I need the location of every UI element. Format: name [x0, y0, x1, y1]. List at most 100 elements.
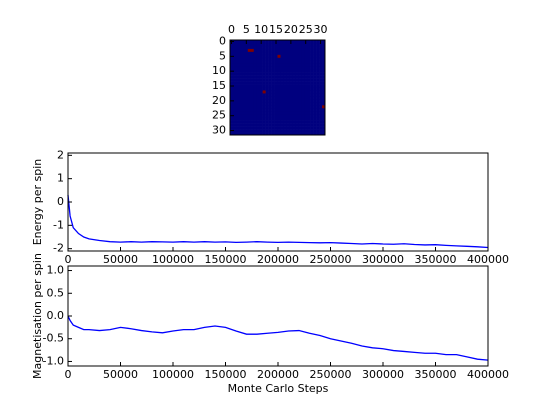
spin-cell	[262, 93, 266, 97]
spin-cell	[310, 51, 314, 56]
spin-cell	[283, 54, 287, 59]
spin-cell	[301, 105, 305, 109]
spin-cell	[274, 60, 278, 65]
spin-cell	[319, 123, 323, 127]
spin-cell	[283, 78, 287, 82]
spin-cell	[244, 102, 249, 106]
spin-cell	[316, 72, 320, 76]
spin-cell	[268, 99, 272, 103]
spin-cell	[262, 105, 266, 109]
spin-cell	[241, 51, 246, 56]
spin-cell	[292, 132, 296, 136]
spin-cell	[322, 72, 326, 76]
spin-cell	[232, 123, 237, 127]
spin-cell	[280, 57, 284, 62]
spin-cell	[259, 108, 263, 112]
spin-cell	[283, 117, 287, 121]
spin-cell	[259, 84, 263, 88]
spin-cell	[250, 51, 255, 56]
spin-cell	[256, 99, 260, 103]
spin-cell	[274, 57, 278, 62]
spin-cell	[295, 99, 299, 103]
spin-cell	[289, 87, 293, 91]
spin-cell	[259, 75, 263, 79]
spin-cell	[277, 63, 281, 68]
spin-cell	[250, 126, 255, 130]
spin-cell	[238, 87, 243, 91]
spin-cell	[253, 81, 258, 85]
spin-cell	[238, 120, 243, 124]
spin-cell	[316, 51, 320, 56]
spin-cell	[256, 96, 260, 100]
spin-cell	[232, 51, 237, 56]
spin-cell	[313, 57, 317, 62]
spin-cell	[295, 81, 299, 85]
spin-cell	[265, 42, 269, 47]
spin-cell	[241, 48, 246, 53]
spin-cell	[232, 81, 237, 85]
x-tick-label: 0	[65, 253, 72, 266]
spin-cell	[313, 90, 317, 94]
spin-cell	[235, 42, 240, 47]
spin-cell	[232, 63, 237, 68]
spin-cell	[271, 111, 275, 115]
spin-cell	[307, 81, 311, 85]
spin-cell	[280, 51, 284, 56]
spin-cell	[289, 129, 293, 133]
spin-cell	[286, 96, 290, 100]
spin-cell	[301, 87, 305, 91]
spin-cell	[319, 120, 323, 124]
spin-cell	[268, 78, 272, 82]
spin-cell	[322, 132, 326, 136]
spin-cell	[289, 108, 293, 112]
y-tick-label: 1.0	[47, 264, 65, 277]
spin-cell	[235, 63, 240, 68]
spin-cell	[271, 42, 275, 47]
spin-cell	[235, 120, 240, 124]
spin-cell	[289, 63, 293, 68]
spin-cell	[316, 63, 320, 68]
spin-cell	[268, 90, 272, 94]
spin-cell	[247, 111, 252, 115]
spin-cell	[250, 99, 255, 103]
x-tick-label: 250000	[310, 368, 352, 381]
spin-cell	[283, 42, 287, 47]
spin-cell	[283, 60, 287, 65]
spin-cell	[256, 120, 260, 124]
spin-cell	[235, 99, 240, 103]
spin-cell	[250, 93, 255, 97]
spin-cell	[241, 54, 246, 59]
spin-cell	[286, 78, 290, 82]
spin-cell	[238, 96, 243, 100]
spin-cell	[238, 90, 243, 94]
spin-cell	[268, 45, 272, 50]
spin-cell	[253, 48, 258, 53]
spin-cell	[295, 54, 299, 59]
spin-cell	[244, 48, 249, 53]
axes-frame	[67, 152, 489, 252]
spin-cell	[235, 69, 240, 73]
spin-cell	[283, 108, 287, 112]
spin-cell	[289, 75, 293, 79]
spin-cell	[277, 66, 281, 70]
spin-cell	[250, 45, 255, 50]
spin-cell	[286, 93, 290, 97]
spin-cell	[322, 75, 326, 79]
spin-cell	[259, 69, 263, 73]
spin-cell	[235, 108, 240, 112]
spin-cell	[265, 90, 269, 94]
spin-cell	[301, 45, 305, 50]
y-tick-label: 5	[219, 49, 226, 62]
spin-cell	[238, 51, 243, 56]
spin-cell	[250, 66, 255, 70]
spin-cell	[280, 102, 284, 106]
spin-cell	[274, 81, 278, 85]
spin-cell	[307, 63, 311, 68]
spin-cell	[238, 126, 243, 130]
spin-cell	[232, 66, 237, 70]
spin-cell	[262, 72, 266, 76]
spin-cell	[277, 45, 281, 50]
spin-cell	[241, 57, 246, 62]
spin-cell	[304, 84, 308, 88]
spin-cell	[310, 42, 314, 47]
